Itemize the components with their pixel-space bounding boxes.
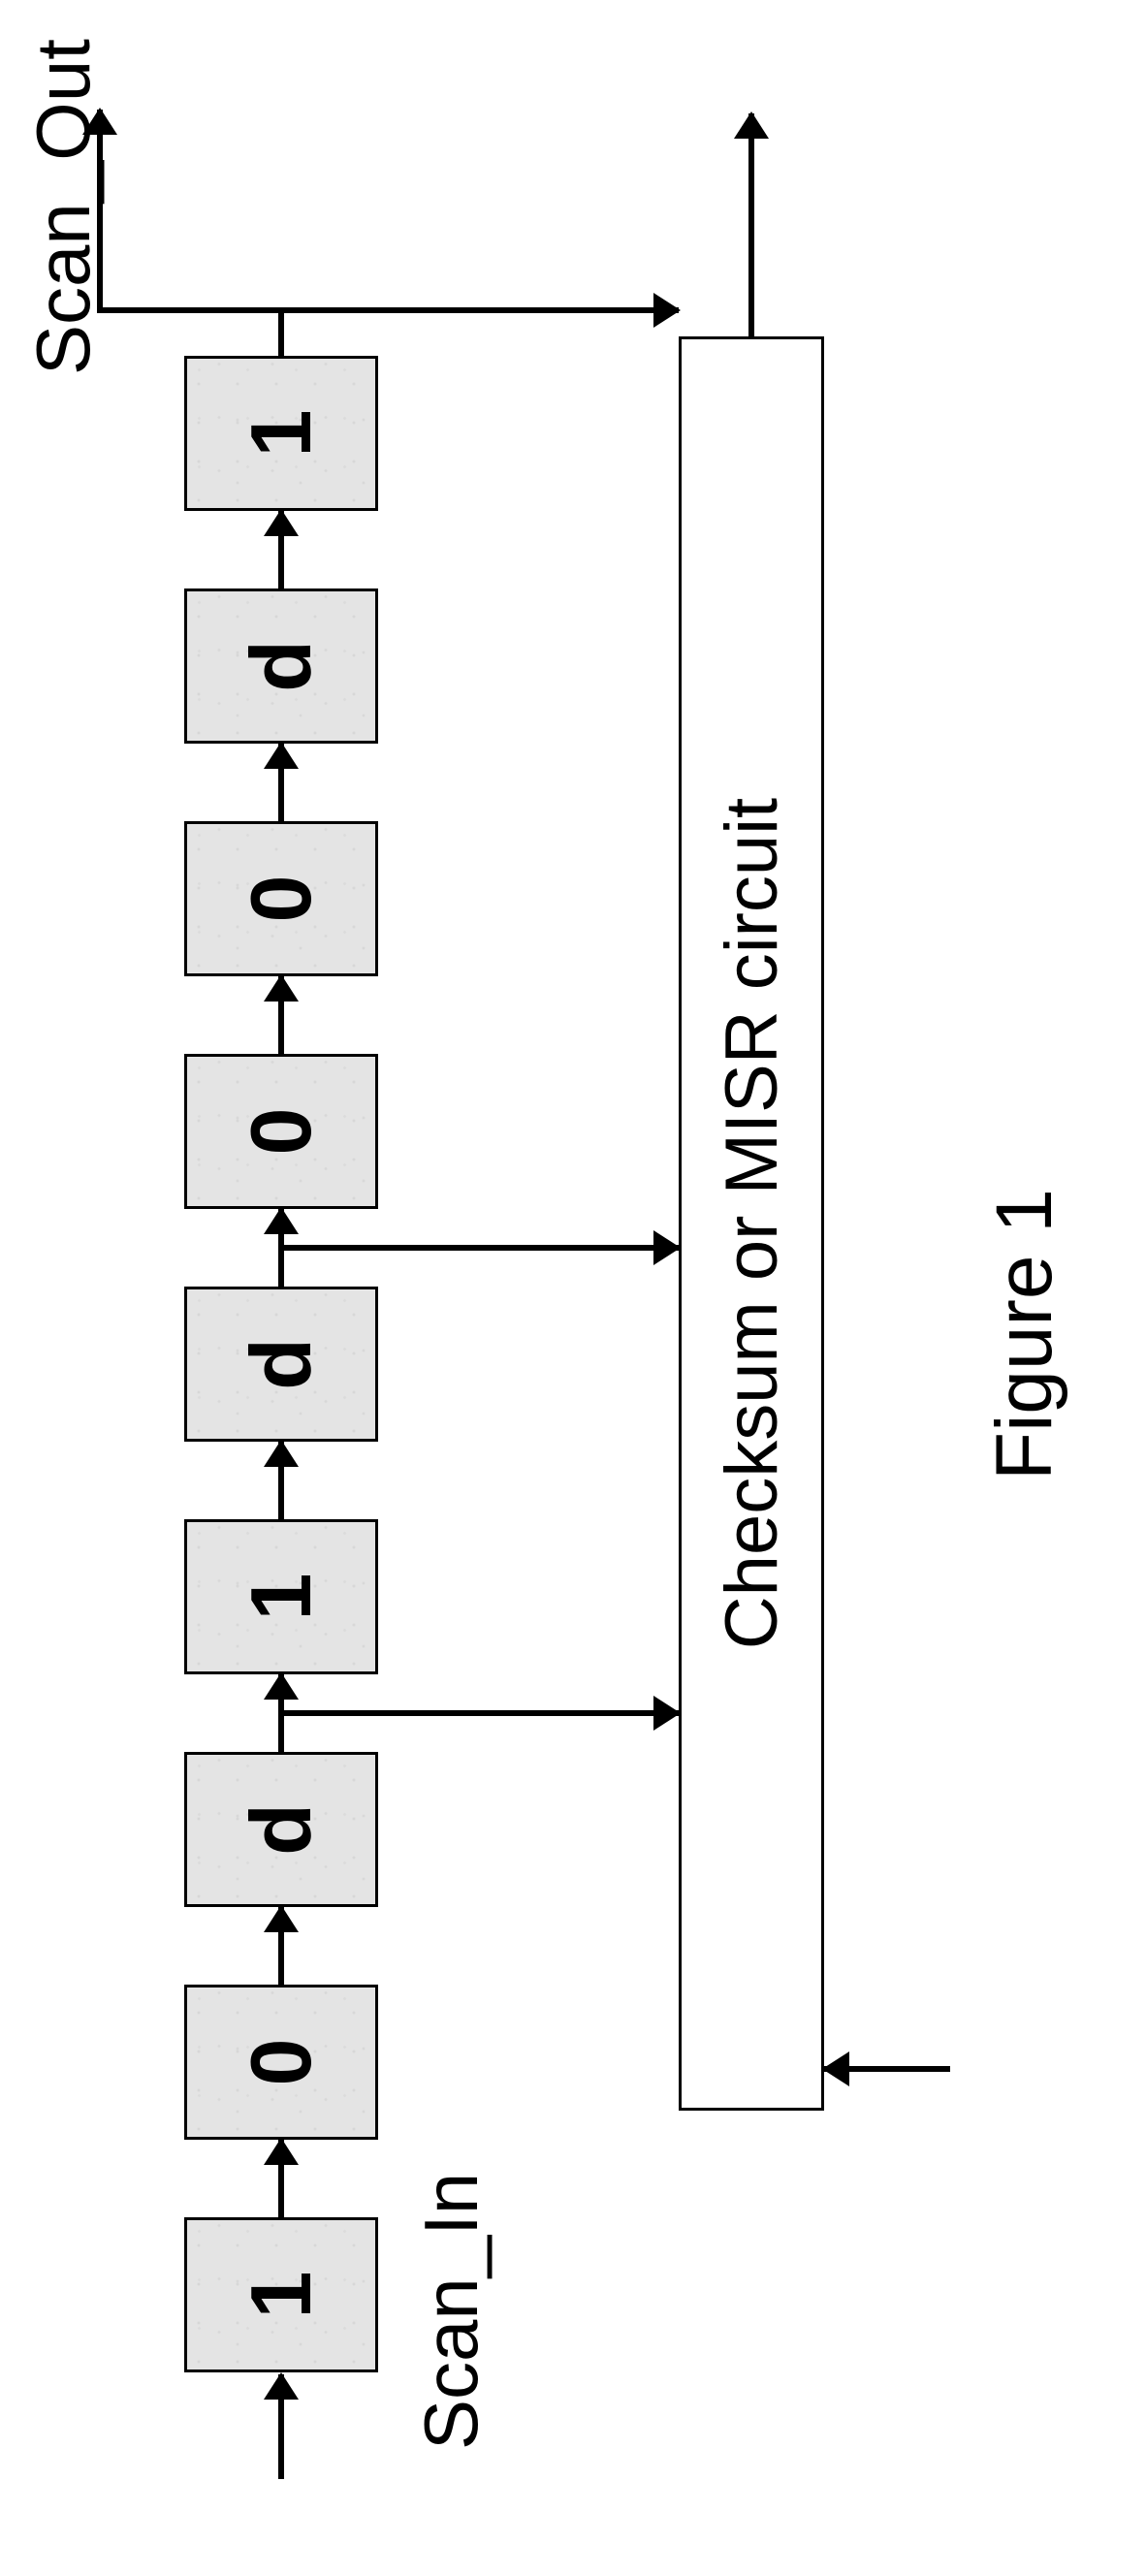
scan-cell: 0 — [184, 1985, 378, 2140]
chain-arrow — [278, 2140, 284, 2217]
scan-cell-value: d — [232, 640, 331, 692]
scan-out-stub — [278, 307, 284, 356]
scan-cell: 1 — [184, 2217, 378, 2372]
scan-cell-value: 0 — [232, 1108, 331, 1156]
chain-arrow — [278, 1907, 284, 1985]
misr-left-in-arrow — [824, 2066, 950, 2072]
misr-box-label: Checksum or MISR circuit — [710, 798, 794, 1649]
scan-out-rise — [97, 307, 284, 313]
scan-cell: d — [184, 588, 378, 744]
scan-out-label: Scan_Out — [19, 39, 108, 375]
misr-tap — [278, 307, 679, 313]
chain-arrow — [278, 976, 284, 1054]
scan-cell: 1 — [184, 356, 378, 511]
figure-label: Figure 1 — [979, 1189, 1070, 1480]
scan-cell-value: 1 — [232, 2272, 331, 2319]
scan-cell-value: d — [232, 1338, 331, 1390]
scan-cell-value: 1 — [232, 410, 331, 458]
scan-cell-value: 0 — [232, 2039, 331, 2086]
scan-out-arrow — [97, 110, 103, 313]
chain-arrow — [278, 1442, 284, 1519]
scan-in-label: Scan_In — [407, 2173, 495, 2450]
chain-arrow — [278, 511, 284, 588]
scan-cell-value: 0 — [232, 875, 331, 923]
scan-cell-value: 1 — [232, 1574, 331, 1621]
misr-out-arrow — [748, 113, 754, 336]
scan-cell: 0 — [184, 1054, 378, 1209]
scan-in-arrow — [278, 2374, 284, 2479]
chain-arrow — [278, 744, 284, 821]
scan-cell: d — [184, 1287, 378, 1442]
scan-cell: 0 — [184, 821, 378, 976]
scan-cell-value: d — [232, 1803, 331, 1856]
scan-cell: d — [184, 1752, 378, 1907]
misr-box: Checksum or MISR circuit — [679, 336, 824, 2111]
scan-cell: 1 — [184, 1519, 378, 1674]
misr-tap — [278, 1710, 679, 1716]
misr-tap — [278, 1245, 679, 1251]
